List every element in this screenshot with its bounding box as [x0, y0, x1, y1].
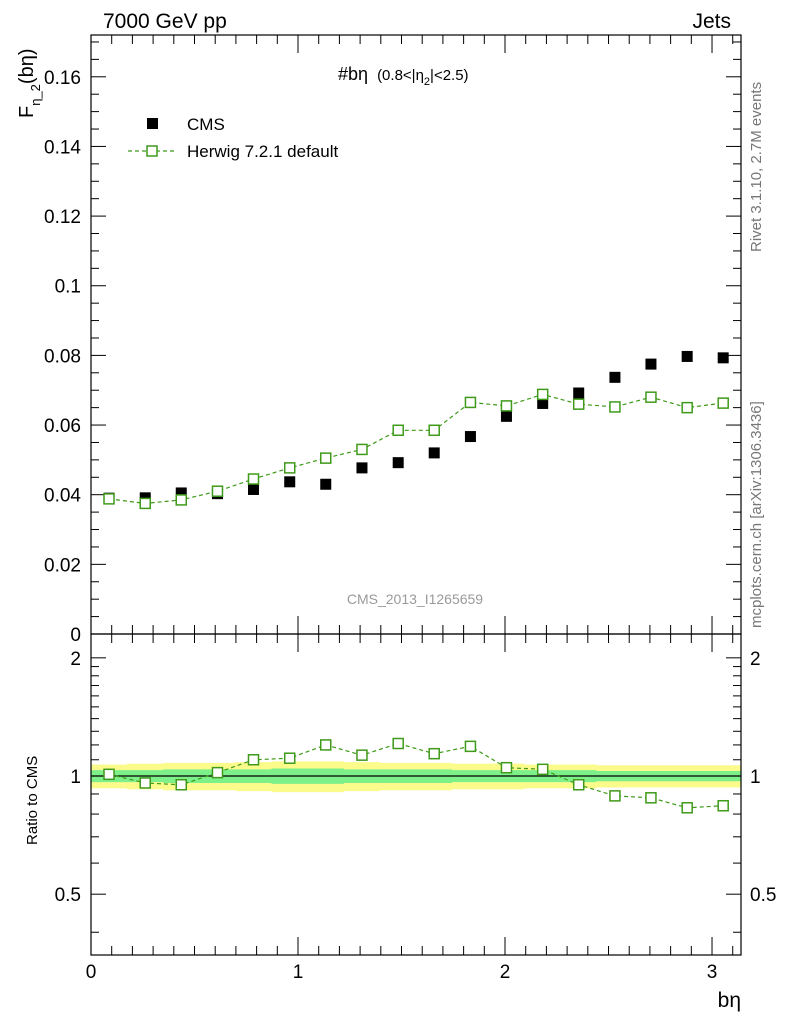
ratio-data-point	[139, 777, 151, 789]
cms-data-point	[681, 350, 693, 362]
ratio-data-point	[609, 790, 621, 802]
herwig-series-line	[108, 393, 724, 505]
legend-herwig-marker	[146, 145, 158, 157]
main-y-tick-labels: 0 0.02 0.04 0.06 0.08 0.1 0.12 0.14 0.16	[44, 68, 81, 646]
ratio-frame	[90, 633, 742, 956]
main-y-tick-label: 0.1	[55, 277, 81, 298]
side-text-bottom: mcplots.cern.ch [arXiv:1306.3436]	[748, 401, 765, 628]
ratio-data-point	[283, 752, 296, 764]
ratio-panel: 0.5 0.5 1 1 2 2 0 1 2 3 Ratio to CMS bη	[24, 633, 777, 1012]
ratio-series-line	[108, 742, 724, 809]
main-panel: 0 0.02 0.04 0.06 0.08 0.1 0.12 0.14 0.16 #bη (0.…	[16, 34, 742, 646]
cms-data-point	[428, 447, 440, 459]
x-axis-label: bη	[718, 989, 741, 1012]
herwig-data-point	[645, 391, 657, 403]
cms-data-point	[392, 457, 404, 469]
ratio-data-point	[175, 779, 188, 791]
main-y-tick-label: 0.16	[44, 68, 81, 89]
cms-data-point	[717, 352, 729, 364]
x-tick-labels: 0 1 2 3	[86, 962, 718, 983]
main-y-tick-label: 0.06	[44, 416, 81, 437]
main-data-marks	[103, 350, 729, 510]
x-tick-label: 1	[293, 962, 304, 983]
watermark: CMS_2013_I1265659	[347, 591, 483, 607]
herwig-data-point	[247, 473, 260, 485]
herwig-data-point	[500, 400, 513, 412]
ratio-data-marks	[103, 737, 729, 814]
legend-cms-marker	[147, 118, 158, 129]
ratio-y-tick-label-right: 1	[750, 767, 761, 788]
cms-data-point	[609, 371, 621, 383]
ratio-data-point	[319, 739, 332, 751]
header-left: 7000 GeV pp	[103, 10, 227, 33]
ratio-data-point	[392, 737, 404, 750]
ratio-y-tick-label-right: 0.5	[750, 885, 776, 906]
herwig-data-point	[717, 397, 729, 409]
herwig-data-point	[139, 497, 151, 510]
herwig-data-point	[356, 443, 368, 456]
ratio-y-tick-label-right: 2	[750, 649, 761, 670]
main-y-tick-label: 0.12	[44, 207, 81, 228]
cms-data-point	[284, 476, 296, 488]
herwig-data-point	[572, 398, 585, 410]
cms-data-point	[645, 358, 657, 370]
herwig-data-point	[392, 424, 404, 437]
ratio-data-point	[717, 799, 729, 812]
cms-data-point	[248, 483, 259, 495]
ratio-y-axis-label: Ratio to CMS	[24, 756, 41, 845]
ratio-y-tick-labels: 0.5 0.5 1 1 2 2	[55, 649, 777, 906]
ratio-axis-ticks	[90, 634, 741, 955]
ratio-data-point	[645, 792, 657, 804]
cms-data-point	[537, 397, 549, 409]
side-text-top: Rivet 3.1.10, 2.7M events	[748, 82, 765, 252]
herwig-data-point	[175, 494, 188, 506]
legend-herwig-label: Herwig 7.2.1 default	[187, 142, 338, 161]
herwig-data-point	[536, 388, 549, 401]
main-y-tick-label: 0.02	[44, 555, 81, 576]
ratio-data-point	[211, 766, 224, 779]
ratio-data-point	[681, 802, 693, 814]
ratio-data-point	[428, 747, 440, 760]
ratio-uncertainty-bands	[91, 761, 741, 793]
cms-data-point	[320, 478, 332, 490]
x-tick-label: 2	[500, 962, 511, 983]
herwig-data-point	[428, 424, 440, 437]
ratio-data-point	[247, 754, 260, 766]
ratio-data-point	[536, 763, 549, 776]
x-tick-label: 3	[707, 962, 718, 983]
ratio-data-point	[500, 761, 513, 774]
main-y-axis-label: Fη_2(bη)	[16, 49, 43, 119]
header-right: Jets	[692, 10, 731, 33]
ratio-y-tick-label: 2	[70, 649, 81, 670]
cms-data-point	[464, 431, 476, 443]
ratio-y-tick-label: 0.5	[55, 885, 81, 906]
cms-data-point	[500, 410, 512, 422]
herwig-data-point	[103, 493, 115, 505]
main-y-tick-label: 0	[70, 625, 81, 646]
ratio-data-point	[103, 768, 115, 781]
main-y-tick-label: 0.14	[44, 137, 81, 158]
herwig-data-point	[283, 462, 296, 474]
x-tick-label: 0	[86, 962, 97, 983]
ratio-data-point	[464, 740, 477, 753]
main-y-tick-label: 0.04	[44, 486, 81, 507]
ratio-y-tick-label: 1	[70, 767, 81, 788]
ratio-data-point	[572, 779, 585, 791]
legend: CMS Herwig 7.2.1 default	[128, 115, 338, 161]
ratio-data-point	[356, 749, 368, 761]
legend-cms-label: CMS	[187, 115, 225, 134]
main-y-tick-label: 0.08	[44, 346, 81, 367]
cms-data-point	[573, 387, 585, 399]
main-title: #bη (0.8<|η2|<2.5)	[338, 64, 469, 88]
herwig-data-point	[609, 401, 621, 413]
herwig-data-point	[464, 396, 477, 409]
herwig-data-point	[319, 452, 332, 464]
herwig-data-point	[211, 485, 224, 497]
main-axis-ticks	[90, 35, 741, 635]
herwig-data-point	[681, 401, 693, 414]
cms-data-point	[356, 462, 368, 474]
cms-data-point	[175, 487, 187, 499]
